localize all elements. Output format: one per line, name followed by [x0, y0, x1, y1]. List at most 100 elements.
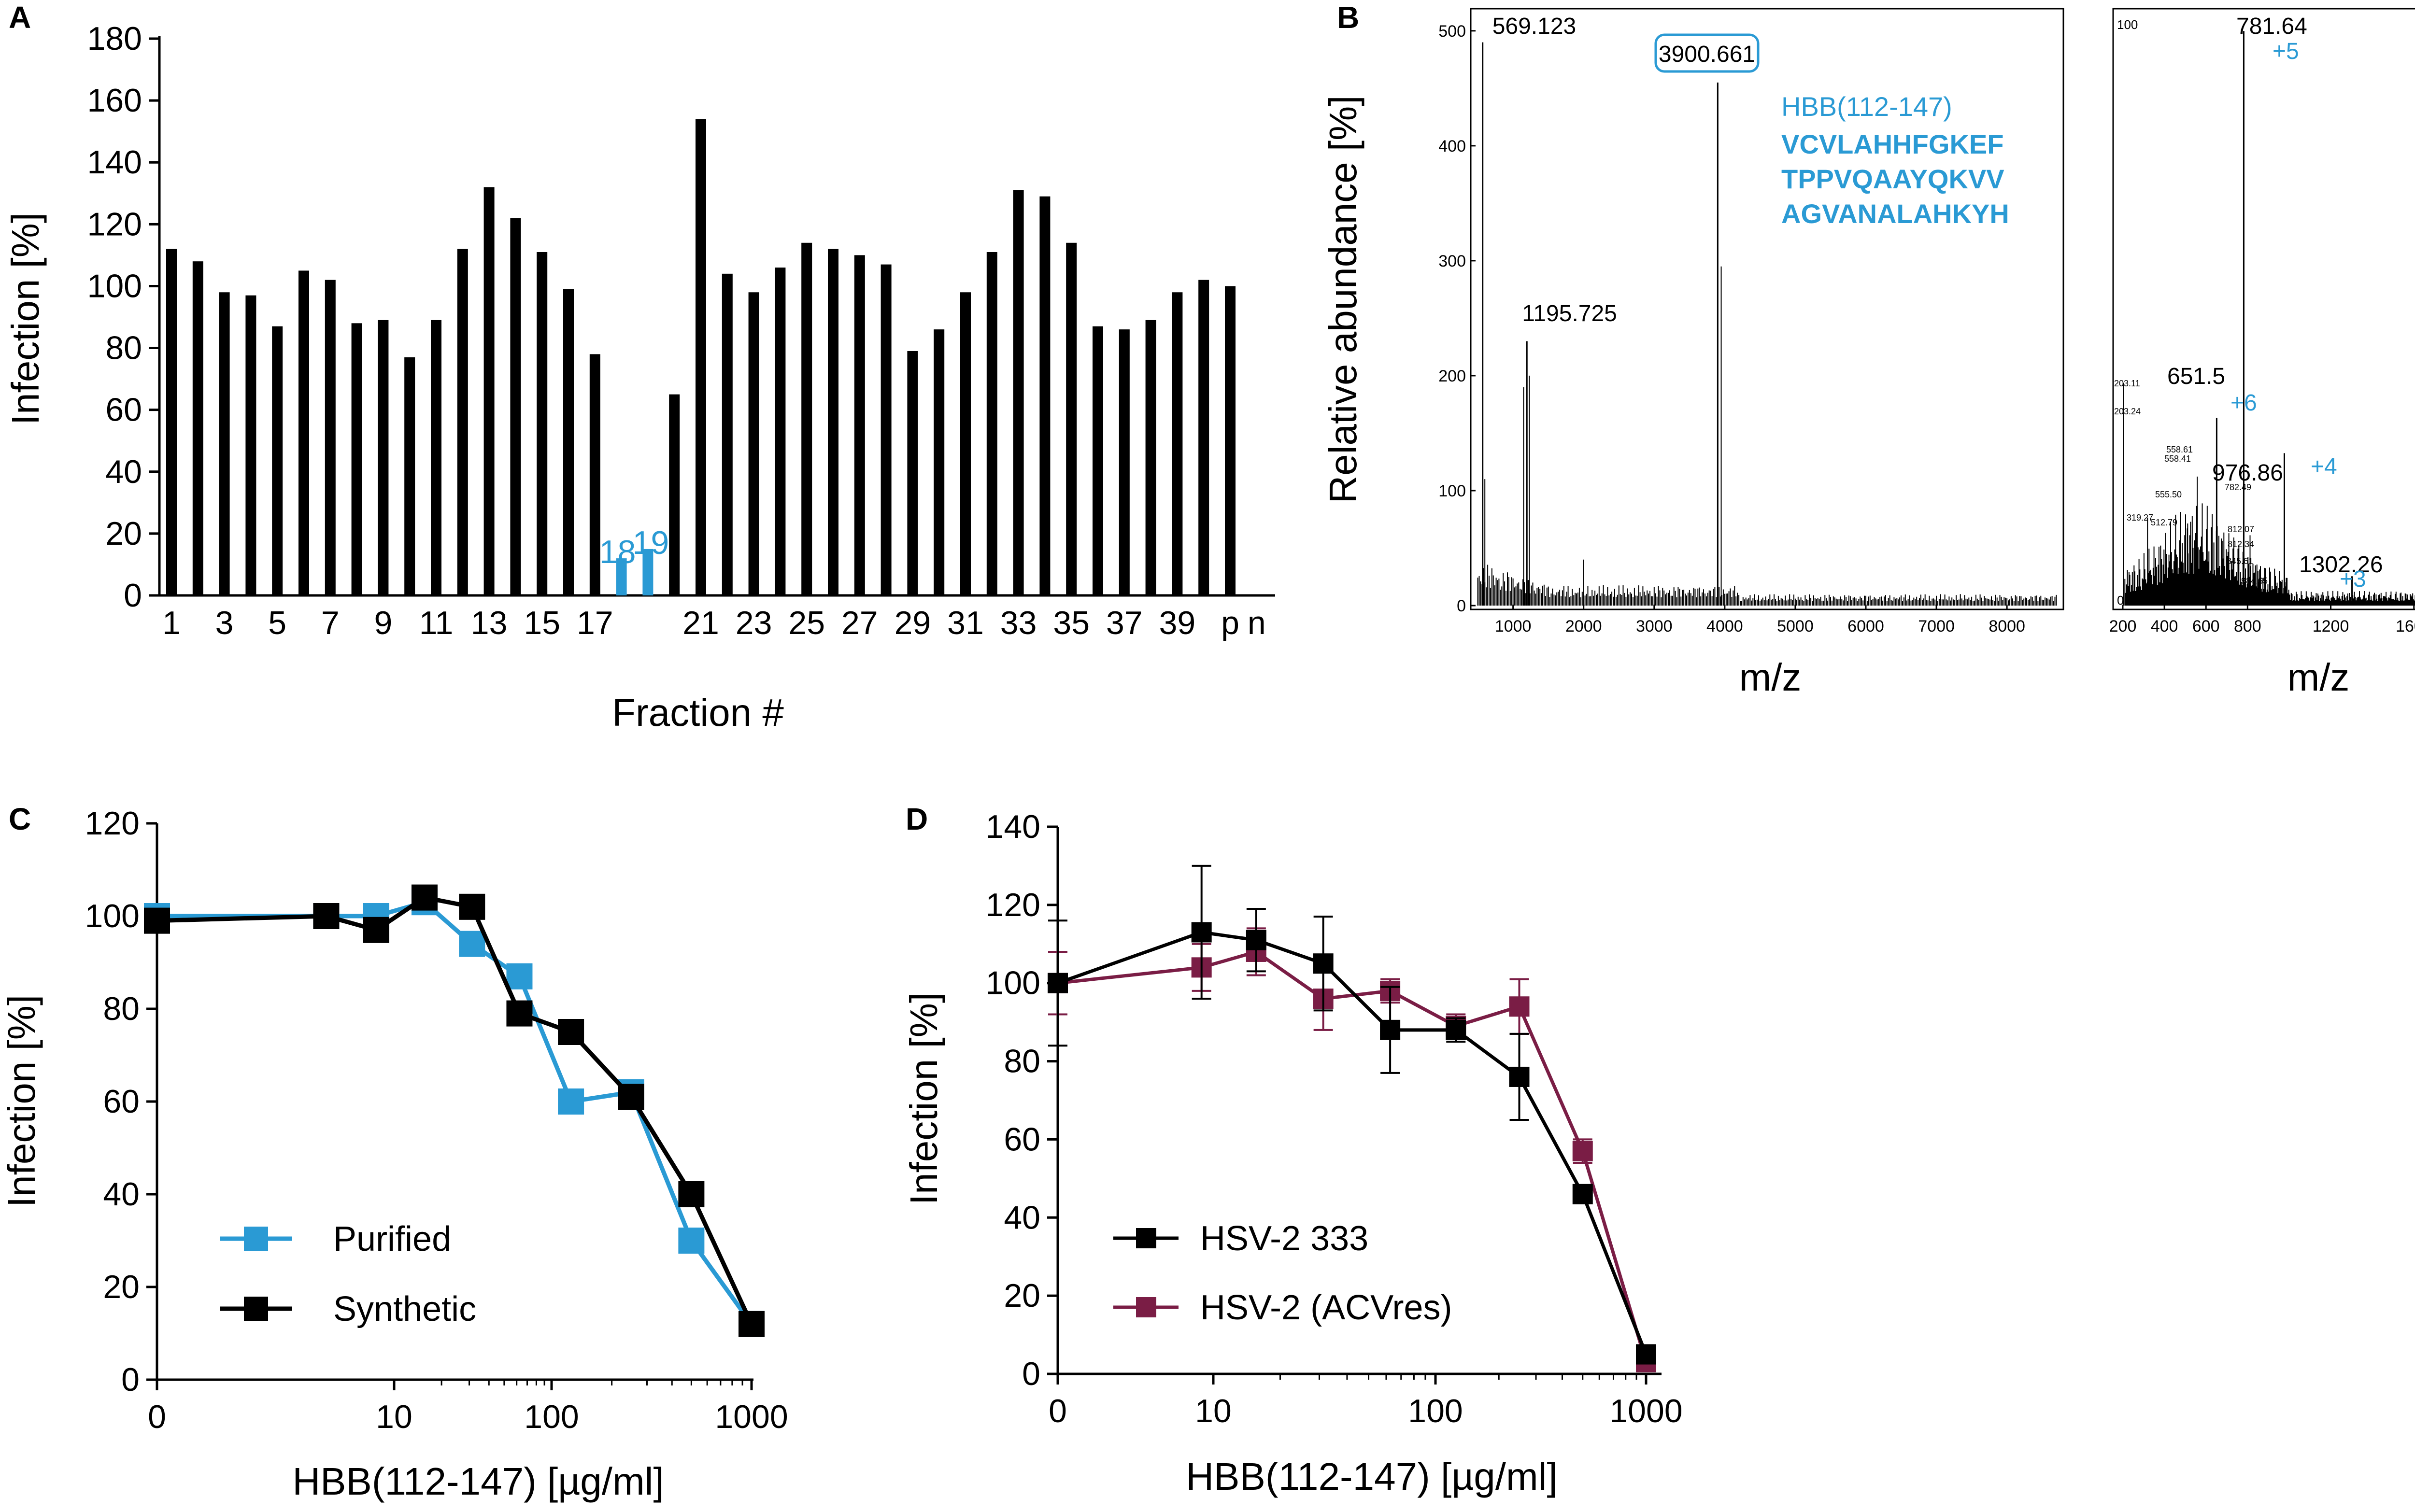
panel-d-y-tick-label: 0: [1022, 1356, 1040, 1392]
bar-fraction-36: [1093, 326, 1103, 595]
panel-c-y-tick-label: 80: [103, 990, 140, 1027]
hbb-sequence-line-2: TPPVQAAYQKVV: [1781, 164, 2004, 194]
panel-a-x-tick-label: 21: [682, 605, 719, 641]
zoom-minor-peak-label: 782.49: [2225, 482, 2251, 492]
panel-a-x-tick-label: 25: [788, 605, 825, 641]
legend-label-hsv2-acvres: HSV-2 (ACVres): [1200, 1288, 1452, 1327]
zoom-minor-peak-label: 319.27: [2127, 513, 2153, 523]
panel-c-marker-purified: [459, 931, 485, 957]
zoom-minor-peak-label: 812.07: [2228, 524, 2254, 534]
panel-d-marker-hsv2-333: [1313, 953, 1334, 974]
panel-a-x-tick-label: 27: [841, 605, 878, 641]
bar-fraction-p: [1225, 286, 1236, 595]
panel-c-line-synthetic: [157, 898, 752, 1324]
bar-fraction-33: [1013, 190, 1024, 595]
panel-a-x-tick-label: 1: [162, 605, 181, 641]
hbb-sequence-line-1: VCVLAHHFGKEF: [1781, 129, 2003, 159]
panel-a-x-tick-label: 37: [1106, 605, 1143, 641]
panel-letter-d: D: [906, 802, 928, 836]
panel-b-spectrum-zoom: 0100200400600800120016002000781.64+5651.…: [2109, 9, 2415, 636]
bar-fraction-25: [801, 243, 812, 595]
panel-c-marker-purified: [558, 1088, 584, 1115]
panel-d-marker-hsv2-333: [1048, 973, 1068, 993]
panel-c-y-tick-label: 120: [85, 805, 140, 842]
panel-c-marker-synthetic: [412, 885, 438, 911]
legend-label-synthetic: Synthetic: [333, 1290, 476, 1328]
panel-letter-a: A: [9, 0, 31, 35]
panel-c-y-tick-label: 60: [103, 1083, 140, 1120]
panel-c-marker-synthetic: [618, 1084, 644, 1110]
bar-fraction-31: [960, 292, 971, 595]
bar-fraction-29: [907, 351, 918, 595]
panel-a-x-axis-title: Fraction #: [612, 691, 784, 734]
bar-fraction-23: [749, 292, 759, 595]
panel-c-marker-purified: [678, 1228, 704, 1254]
panel-c-legend: Purified Synthetic: [220, 1220, 476, 1328]
bar-fraction-21: [696, 119, 706, 595]
bar-fraction-3: [219, 292, 230, 595]
panel-d-marker-hsv2-333: [1636, 1344, 1656, 1365]
peak-label-3900: 3900.661: [1659, 42, 1755, 67]
panel-b-spectrum-full: 01002003004005001000 2000 3000 4000 5000 6000…: [1438, 9, 2063, 636]
bar-fraction-9: [378, 320, 388, 595]
panel-a-x-tick-label: n: [1248, 605, 1266, 641]
spectrum-zoom-x-tick-label: 1600: [2396, 617, 2415, 636]
panel-d-y-axis-title: Infection [%]: [902, 992, 945, 1205]
figure-canvas: A B C D 0204060801001201401601801 3 5 7 9 11 1…: [0, 0, 2415, 1512]
panel-d-y-tick-label: 60: [1004, 1121, 1040, 1158]
legend-marker-hsv2-333: [1136, 1228, 1156, 1248]
bar-fraction-20: [669, 395, 680, 595]
panel-a-x-tick-label: 23: [736, 605, 772, 641]
bar-fraction-26: [828, 249, 838, 595]
zoom-minor-peak-label: 203.11: [2114, 379, 2140, 388]
panel-d-marker-hsv2-333: [1573, 1184, 1593, 1204]
bar-fraction-32: [987, 252, 997, 595]
spectrum-full-x-tick-label: 6000: [1847, 617, 1884, 636]
highlight-label-fraction-18: 18: [599, 534, 636, 570]
bar-fraction-37: [1119, 329, 1130, 595]
panel-d-marker-hsv2-333: [1509, 1067, 1530, 1087]
bar-fraction-14: [510, 218, 521, 595]
panel-d-axes: 0204060801001201400 10 100 1000: [986, 808, 1683, 1429]
panel-d-marker-hsv2-333: [1192, 922, 1212, 943]
zoom-minor-peak-label: 984.65: [2241, 576, 2268, 586]
spectrum-zoom-y-tick-label: 100: [2117, 17, 2138, 32]
zoom-minor-peak-label: 512.79: [2151, 518, 2177, 527]
panel-c-marker-synthetic: [678, 1181, 704, 1207]
bar-fraction-30: [934, 329, 944, 595]
bar-fraction-17: [590, 354, 600, 595]
panel-letter-c: C: [9, 802, 31, 836]
panel-a-y-tick-label: 0: [124, 577, 142, 614]
panel-b-mass-spectra: Relative abundance [%] 01002003004005001…: [1321, 9, 2415, 699]
spectrum-full-noise: [1478, 565, 2057, 606]
spectrum-full-y-tick-label: 100: [1438, 482, 1466, 500]
panel-c-series: [144, 885, 765, 1337]
bar-fraction-7: [325, 280, 336, 595]
panel-d-x-tick-label: 10: [1195, 1393, 1232, 1429]
panel-c-y-tick-label: 0: [121, 1361, 140, 1398]
spectrum-zoom-x-tick-label: 1200: [2313, 617, 2349, 636]
panel-a-bars: 1819: [166, 119, 1236, 595]
zoom-peak-label: 781.64: [2236, 14, 2307, 39]
bar-fraction-11: [431, 320, 441, 595]
spectrum-zoom-x-tick-label: 400: [2151, 617, 2178, 636]
zoom-minor-peak-label: 203.24: [2114, 407, 2141, 416]
panel-a-x-tick-label: 17: [577, 605, 613, 641]
panel-d-legend: HSV-2 333 HSV-2 (ACVres): [1113, 1219, 1452, 1327]
panel-d-y-tick-label: 120: [986, 887, 1040, 923]
panel-c-marker-synthetic: [363, 917, 389, 943]
panel-c-y-axis-title: Infection [%]: [0, 995, 43, 1207]
panel-a-y-tick-label: 180: [87, 20, 142, 57]
hbb-annotation-title: HBB(112-147): [1781, 91, 1952, 122]
panel-c-x-tick-label: 1000: [715, 1399, 788, 1435]
hbb-sequence-line-3: AGVANALAHKYH: [1781, 198, 2009, 229]
panel-a-y-tick-label: 80: [105, 330, 142, 367]
bar-fraction-39: [1172, 292, 1182, 595]
panel-b-spectrum-zoom-x-title: m/z: [2287, 656, 2350, 699]
panel-a-x-tick-label: 15: [524, 605, 560, 641]
panel-d-y-tick-label: 40: [1004, 1199, 1040, 1236]
panel-c-marker-synthetic: [313, 903, 339, 929]
panel-d-x-tick-label: 0: [1049, 1393, 1067, 1429]
panel-c-marker-purified: [506, 963, 532, 989]
panel-a-y-tick-label: 40: [105, 453, 142, 490]
